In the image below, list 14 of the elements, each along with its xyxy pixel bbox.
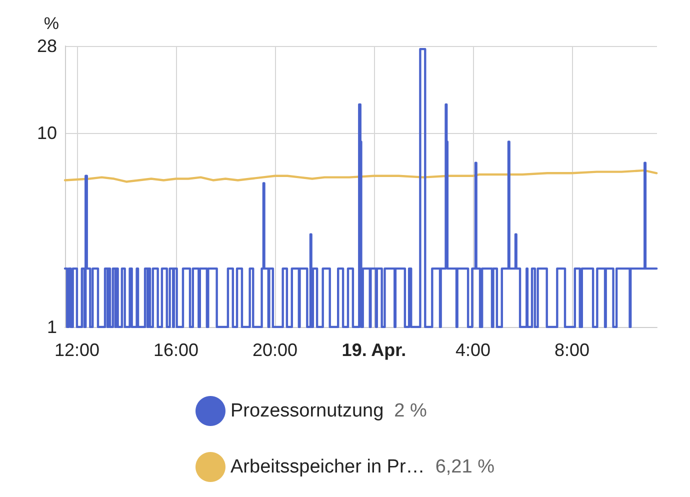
x-tick-label: 19. Apr. — [342, 340, 406, 360]
legend-label: Arbeitsspeicher in Pr… — [230, 456, 436, 478]
y-tick-label: 10 — [36, 122, 57, 143]
y-axis-title: % — [44, 14, 59, 33]
y-tick-label: 1 — [46, 317, 57, 337]
text: 6,21 % — [435, 456, 495, 478]
x-tick-label: 16:00 — [153, 340, 198, 360]
y-tick-label: 28 — [36, 36, 57, 56]
x-tick-label: 12:00 — [54, 340, 100, 360]
x-tick-label: 20:00 — [252, 340, 298, 360]
text: 2 % — [394, 400, 428, 422]
x-tick-label: 8:00 — [554, 340, 590, 360]
legend-label: Prozessornutzung — [230, 400, 394, 422]
x-tick-label: 4:00 — [455, 340, 491, 360]
